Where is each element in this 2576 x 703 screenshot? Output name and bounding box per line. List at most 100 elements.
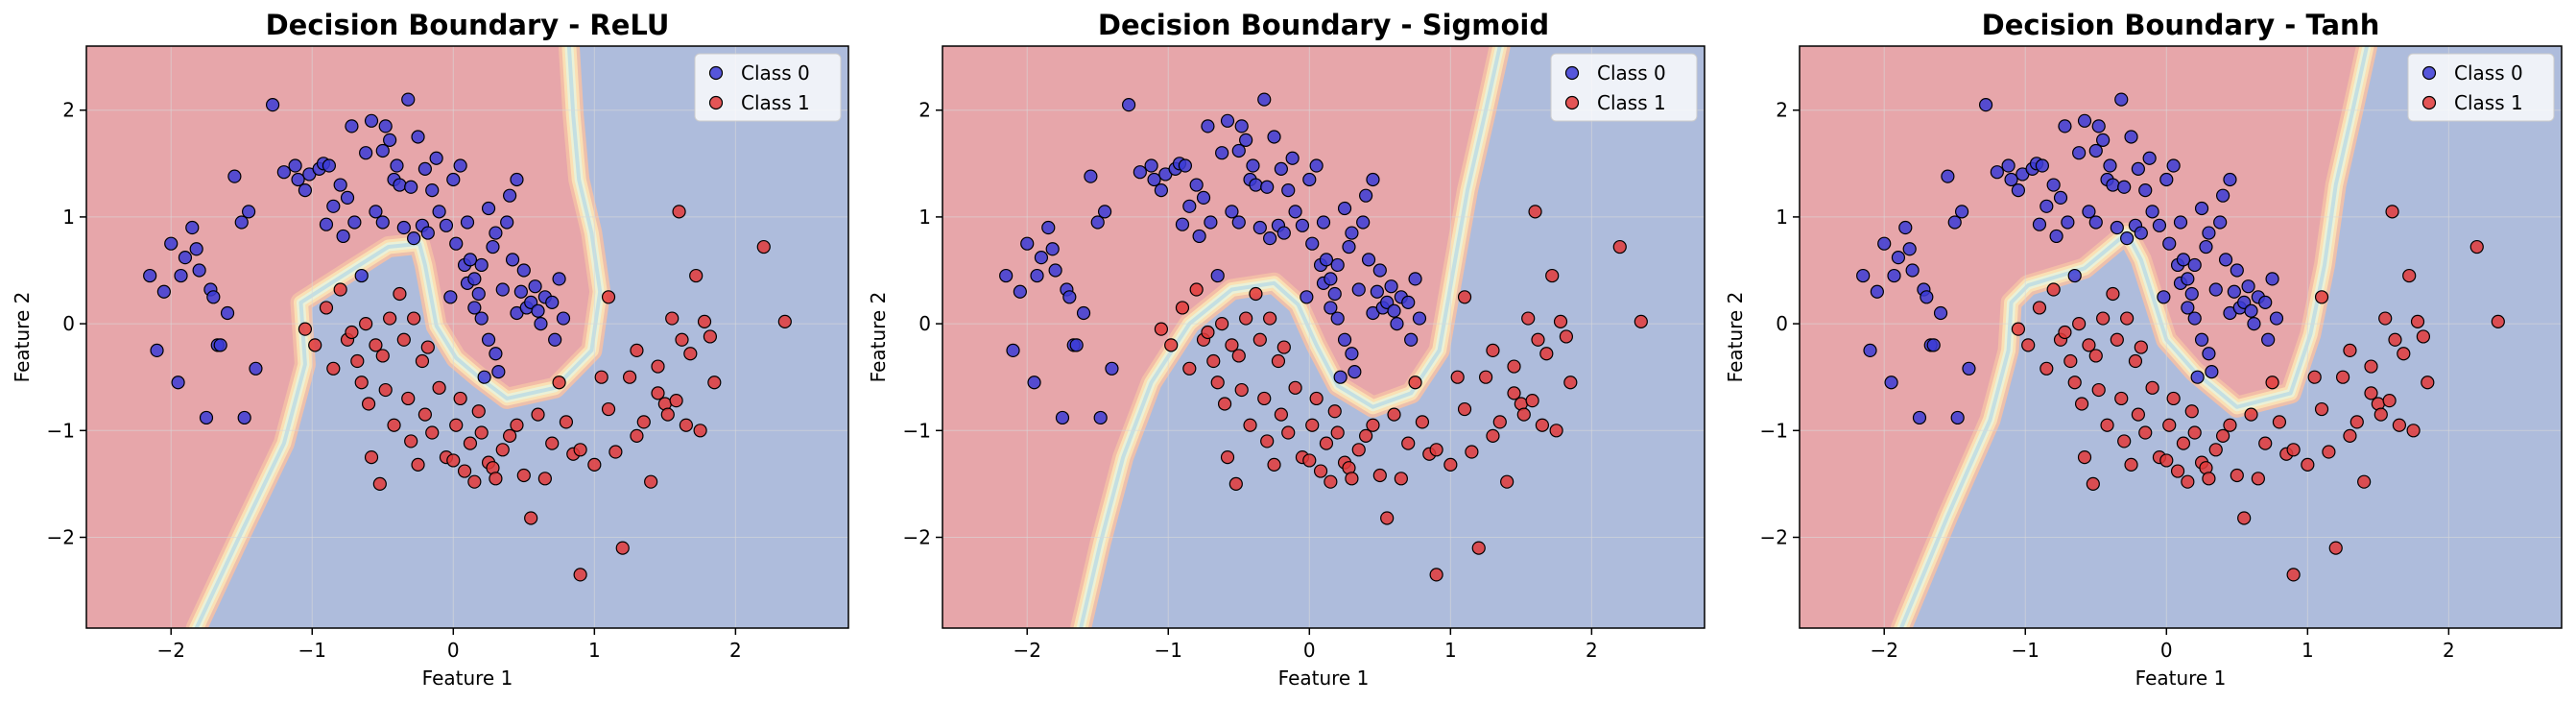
class0-point [404, 180, 418, 194]
class0-point [1302, 172, 1317, 187]
y-tick-label: 2 [62, 99, 75, 122]
class1-point [2258, 436, 2273, 450]
class0-point [503, 188, 517, 203]
class1-point [660, 407, 675, 422]
class0-point [1178, 158, 1193, 173]
class0-point [2258, 295, 2273, 309]
class0-point [1231, 215, 1246, 230]
x-tick-label: −1 [298, 639, 326, 662]
legend-box [2407, 53, 2555, 122]
class1-point [298, 322, 313, 336]
boundary-band [1898, 46, 2370, 628]
axes-frame [85, 45, 849, 629]
class1-point [510, 418, 524, 432]
class1-point [756, 239, 771, 255]
class1-point [2410, 314, 2425, 328]
class0-point [1215, 146, 1229, 160]
y-tick-label: 1 [918, 206, 931, 229]
class0-point [449, 236, 464, 251]
class0-point [1013, 284, 1027, 299]
class0-point [1962, 361, 1976, 376]
class1-point [2237, 511, 2252, 525]
class0-point [1144, 158, 1158, 173]
x-tick-label: 0 [1303, 639, 1316, 662]
class1-point [644, 474, 658, 489]
class0-point [401, 92, 416, 107]
class1-point [601, 290, 616, 304]
class1-point [2039, 361, 2054, 376]
class1-point [1486, 428, 1500, 443]
class0-point [276, 165, 291, 180]
class1-point [1429, 568, 1443, 582]
x-tick-label: 0 [447, 639, 460, 662]
class1-point [378, 382, 393, 398]
class0-point [2199, 239, 2213, 255]
class0-point [463, 253, 478, 267]
class0-point [2072, 146, 2087, 160]
class0-point [467, 272, 482, 286]
class0-point [2117, 180, 2132, 194]
class0-point [1361, 253, 1376, 267]
class0-point [1305, 236, 1320, 251]
class0-point [265, 98, 280, 112]
class0-point [1327, 286, 1342, 302]
class1-point [495, 443, 510, 457]
x-tick-label: 2 [729, 639, 742, 662]
class0-point [1342, 239, 1356, 255]
class1-point [2265, 376, 2279, 390]
class1-point [651, 359, 665, 374]
chart-title: Decision Boundary - ReLU [266, 9, 670, 41]
class0-point [2241, 279, 2255, 294]
class1-point [463, 436, 478, 450]
class1-point [2072, 317, 2087, 331]
class0-point [369, 205, 383, 219]
class1-point [1276, 340, 1291, 354]
class1-point [308, 338, 322, 352]
class1-point [707, 376, 722, 390]
class0-point [2082, 205, 2096, 219]
class1-point [672, 205, 686, 219]
legend-marker [708, 95, 724, 110]
class1-point [359, 317, 373, 331]
class1-point [2357, 474, 2372, 489]
class0-point [467, 301, 482, 315]
class0-point [2202, 347, 2216, 361]
subplot-relu: −2 −1 0 1 2 −2 −1 0 1 2 Decision Boundary - ReLU Fe… [11, 9, 849, 690]
class1-point [697, 314, 712, 328]
class1-point [2406, 424, 2421, 438]
class0-point [1020, 236, 1035, 251]
class1-point [1366, 418, 1380, 432]
class1-point [354, 376, 369, 390]
class1-point [559, 415, 574, 429]
legend-marker [1564, 65, 1580, 81]
x-tick-label: −1 [1155, 639, 1182, 662]
class1-point [1189, 282, 1204, 297]
class0-point [420, 226, 435, 240]
legend: Class 0 Class 1 [2407, 53, 2555, 122]
class0-point [516, 263, 531, 278]
class0-point [1408, 272, 1422, 286]
class1-point [537, 472, 552, 486]
class1-point [2343, 343, 2357, 357]
class1-point [1521, 311, 1536, 326]
class0-point [1045, 242, 1060, 256]
class0-point [220, 305, 235, 321]
class0-point [1351, 282, 1366, 297]
class1-point [2421, 376, 2435, 390]
class0-point [383, 133, 397, 147]
class0-point [2216, 188, 2230, 203]
class1-point [2286, 443, 2301, 457]
class1-point [630, 428, 644, 443]
class1-point [1281, 425, 1296, 440]
class0-point [1345, 226, 1359, 240]
class0-point [481, 201, 496, 216]
class0-point [2004, 172, 2018, 187]
class0-point [1133, 165, 1147, 180]
class0-point [1870, 284, 1884, 299]
class1-point [1345, 472, 1359, 486]
class1-point [350, 353, 365, 369]
class0-point [2176, 253, 2191, 267]
class0-point [2269, 311, 2284, 326]
legend-marker [2421, 65, 2437, 81]
